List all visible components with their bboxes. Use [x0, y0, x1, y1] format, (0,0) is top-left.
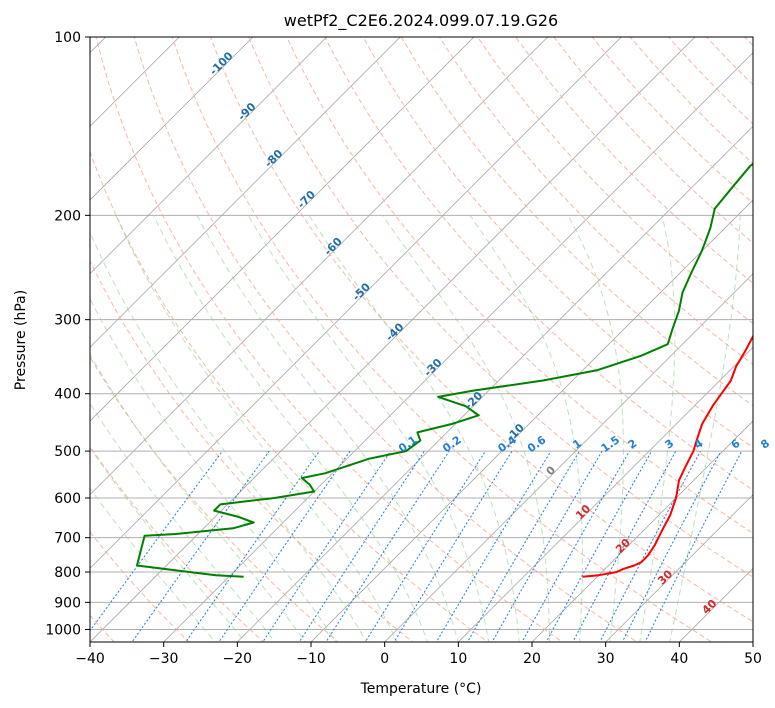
dry-adiabat-line	[90, 259, 414, 642]
isotherm-line	[384, 273, 753, 642]
mixing-ratio-line	[491, 450, 603, 642]
isotherm-line	[90, 37, 475, 422]
x-tick-label: 50	[744, 651, 762, 667]
x-tick-label: 30	[597, 651, 615, 667]
dry-adiabat-line	[95, 37, 564, 642]
mixing-ratio-line	[325, 450, 450, 642]
moist-adiabat-line	[469, 215, 583, 642]
isotherm-line	[90, 37, 328, 275]
dry-adiabat-line	[477, 37, 753, 325]
mixing-ratio-line	[435, 450, 552, 642]
isotherm-line	[457, 346, 753, 642]
y-tick-label: 700	[54, 531, 81, 547]
y-tick-label: 1000	[45, 622, 81, 638]
isotherm-line	[90, 37, 549, 496]
chart-title: wetPf2_C2E6.2024.099.07.19.G26	[284, 11, 558, 31]
isotherm-line	[90, 37, 401, 348]
dry-adiabat-line	[209, 37, 753, 623]
isotherm-line	[90, 37, 622, 569]
dry-adiabat-line	[515, 37, 753, 284]
y-tick-label: 900	[54, 595, 81, 611]
x-tick-label: −40	[75, 651, 105, 667]
plot-frame	[89, 36, 754, 643]
mixing-ratio-line	[393, 450, 513, 642]
isotherm-line	[236, 125, 753, 642]
moist-adiabat-line	[382, 215, 550, 642]
x-axis-label: Temperature (°C)	[360, 681, 482, 697]
dry-adiabat-line	[171, 37, 713, 642]
mixing-ratio-line	[364, 450, 486, 642]
isotherm-line	[531, 420, 753, 642]
axes: −40 −30 −20 −10 0 10 20 30 40 50 100 200 300 400 500 60…	[45, 30, 762, 667]
isotherm-line	[163, 52, 753, 642]
moist-adiabat-line	[567, 215, 624, 642]
moist-adiabat-line	[153, 215, 429, 642]
x-tick-label: −20	[223, 651, 253, 667]
sounding-profiles	[136, 162, 753, 578]
x-tick-label: 40	[670, 651, 688, 667]
dry-adiabat-line	[248, 37, 753, 578]
dry-adiabat-line	[362, 37, 753, 449]
moist-adiabat-line	[115, 215, 398, 642]
moist-adiabat-line	[669, 215, 741, 642]
mixing-ratio-line	[90, 450, 223, 632]
moist-adiabat-line	[90, 297, 337, 642]
x-tick-label: 0	[380, 651, 389, 667]
isotherm-line	[310, 199, 753, 642]
y-tick-label: 300	[54, 313, 81, 329]
y-tick-label: 600	[54, 491, 81, 507]
mixing-ratio-line	[572, 450, 677, 642]
y-axis-label: Pressure (hPa)	[13, 290, 29, 390]
dewpoint-profile	[136, 162, 753, 578]
isotherm-line	[90, 37, 696, 642]
dry-adiabat-line	[90, 356, 339, 642]
plot-background	[90, 37, 753, 642]
isotherm-line	[90, 37, 180, 127]
x-tick-label: −10	[296, 651, 326, 667]
dry-adiabat-line	[133, 37, 638, 642]
moist-adiabat-line	[196, 215, 459, 642]
y-tick-label: 200	[54, 208, 81, 224]
mixing-ratio-line	[218, 450, 351, 642]
mixing-ratio-line	[262, 450, 392, 642]
y-tick-label: 100	[54, 30, 81, 46]
mixing-ratio-line	[521, 450, 630, 642]
dry-adiabat-line	[90, 531, 190, 642]
mixing-ratio-line	[599, 450, 701, 642]
mixing-ratio-line	[545, 450, 653, 642]
moist-adiabat-line	[90, 402, 276, 642]
x-tick-label: 10	[449, 651, 467, 667]
dry-adiabat-line	[400, 37, 753, 407]
background-lines	[90, 37, 753, 642]
moist-adiabat-line	[90, 353, 307, 642]
x-tick-label: −30	[149, 651, 179, 667]
moist-adiabat-line	[90, 230, 367, 642]
isotherm-line	[605, 494, 753, 642]
dry-adiabat-line	[286, 37, 753, 534]
mixing-ratio-line	[185, 450, 320, 642]
mixing-ratio-line	[466, 450, 580, 642]
mixing-ratio-line	[298, 450, 425, 642]
moist-adiabat-line	[247, 215, 490, 642]
dry-adiabat-line	[90, 445, 265, 642]
y-tick-label: 400	[54, 387, 81, 403]
y-tick-label: 800	[54, 565, 81, 581]
y-tick-label: 500	[54, 444, 81, 460]
temperature-profile	[582, 334, 753, 578]
x-tick-label: 20	[523, 651, 541, 667]
isotherm-line	[90, 37, 254, 201]
